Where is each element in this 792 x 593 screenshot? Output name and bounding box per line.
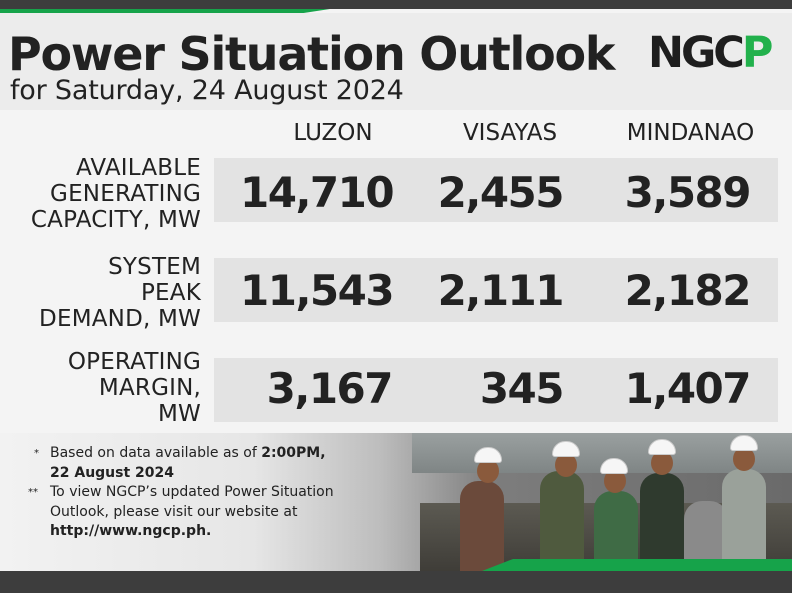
- bottom-accent-stripe: [0, 559, 792, 571]
- row-band: [214, 158, 778, 222]
- footer-photo-linemen: [0, 433, 792, 571]
- row-band: [214, 358, 778, 422]
- value-luzon-demand: 11,543: [240, 266, 395, 315]
- top-accent-stripe: [0, 9, 792, 13]
- header: Power Situation Outlook for Saturday, 24…: [0, 13, 792, 110]
- logo-text-main: NGC: [648, 28, 745, 78]
- column-header-visayas: VISAYAS: [462, 120, 558, 146]
- value-mindanao-capacity: 3,589: [624, 168, 752, 217]
- value-luzon-margin: 3,167: [266, 364, 394, 413]
- value-visayas-margin: 345: [479, 364, 565, 413]
- row-label-operating-margin: OPERATING MARGIN, MW: [67, 349, 201, 427]
- value-mindanao-demand: 2,182: [624, 266, 752, 315]
- footnote-data-timestamp: * Based on data available as of 2:00PM, …: [34, 445, 326, 481]
- column-header-luzon: LUZON: [293, 120, 373, 146]
- top-bar: [0, 0, 792, 9]
- row-band: [214, 258, 778, 322]
- value-visayas-capacity: 2,455: [437, 168, 565, 217]
- footnote-website: ** To view NGCP’s updated Power Situatio…: [28, 484, 334, 539]
- ngcp-logo: NGC P: [648, 28, 773, 78]
- column-header-mindanao: MINDANAO: [626, 120, 755, 146]
- value-visayas-demand: 2,111: [437, 266, 565, 315]
- page-subtitle: for Saturday, 24 August 2024: [10, 75, 404, 106]
- logo-text-accent: P: [741, 28, 773, 78]
- row-label-available-capacity: AVAILABLE GENERATING CAPACITY, MW: [30, 155, 201, 233]
- value-mindanao-margin: 1,407: [624, 364, 752, 413]
- row-label-peak-demand: SYSTEM PEAK DEMAND, MW: [39, 254, 201, 332]
- value-luzon-capacity: 14,710: [240, 168, 395, 217]
- footnotes: * Based on data available as of 2:00PM, …: [28, 444, 364, 542]
- bottom-bar: [0, 571, 792, 593]
- page-title: Power Situation Outlook: [8, 27, 616, 81]
- website-link[interactable]: http://www.ngcp.ph.: [50, 523, 212, 539]
